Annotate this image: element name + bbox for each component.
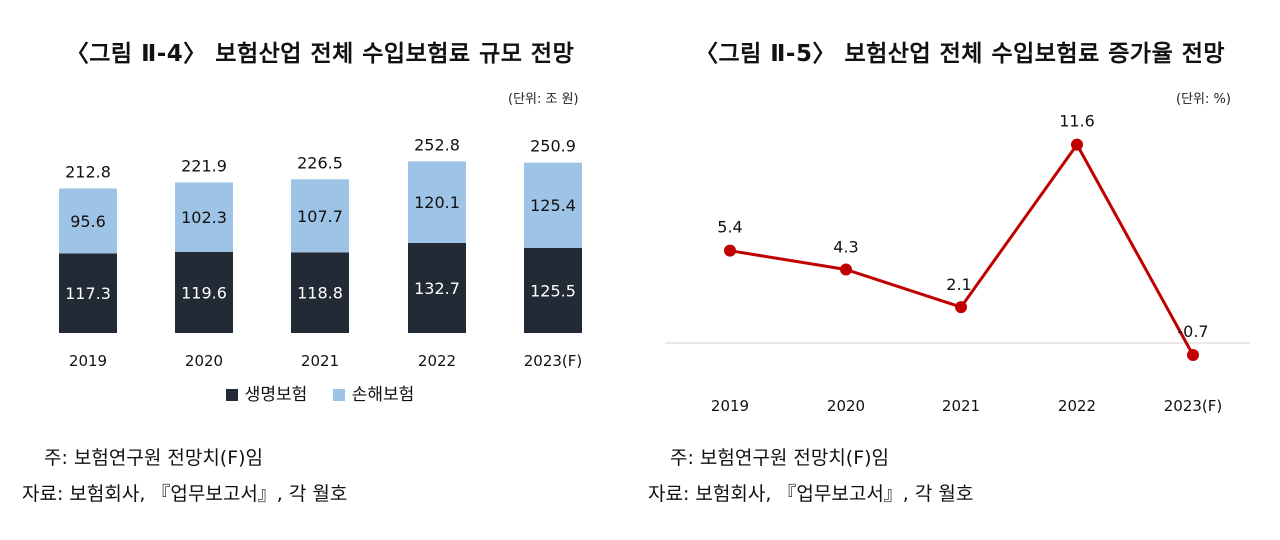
- data-label: 4.3: [833, 237, 858, 256]
- unit-label: (단위: 조 원): [508, 92, 579, 107]
- bar-segment-nonlife: [408, 161, 466, 243]
- legend-label-nonlife: 손해보험: [351, 385, 415, 405]
- bar-segment-life: [175, 251, 233, 333]
- legend-swatch-life: [225, 389, 238, 401]
- bar-chart: 117.3 95.6 212.8 2019 119.6 102.3 221.9 2020 118…: [59, 135, 583, 370]
- bar-segment-nonlife: [175, 182, 233, 252]
- data-label-life: 132.7: [414, 279, 460, 298]
- source-text: 자료: 보험회사, 『업무보고서』, 각 월호: [648, 483, 974, 505]
- data-point: [1187, 348, 1199, 361]
- note-text: 주: 보험연구원 전망치(F)임: [44, 447, 264, 469]
- data-point: [955, 301, 967, 314]
- note-text: 주: 보험연구원 전망치(F)임: [670, 447, 890, 469]
- data-point: [1071, 138, 1083, 151]
- data-label-life: 119.6: [181, 283, 227, 302]
- data-label-total: 226.5: [297, 153, 343, 172]
- chart-title: 〈그림 Ⅱ-5〉 보험산업 전체 수입보험료 증가율 전망: [694, 41, 1226, 67]
- data-label-total: 252.8: [414, 135, 460, 154]
- data-label-life: 117.3: [65, 284, 111, 303]
- data-label: -0.7: [1177, 322, 1208, 341]
- legend-item-nonlife: 손해보험: [332, 380, 415, 405]
- notes: 주: 보험연구원 전망치(F)임 자료: 보험회사, 『업무보고서』, 각 월호: [22, 440, 347, 512]
- bar-segment-life: [408, 242, 466, 333]
- x-tick-label: 2022: [1058, 397, 1096, 415]
- unit-label: (단위: %): [1176, 92, 1231, 107]
- stacked-bar-panel: 〈그림 Ⅱ-4〉 보험산업 전체 수입보험료 규모 전망 (단위: 조 원) 1…: [0, 41, 640, 512]
- data-label-nonlife: 107.7: [297, 207, 343, 226]
- data-label-total: 250.9: [530, 137, 576, 156]
- legend-item-life: 생명보험: [225, 380, 308, 405]
- x-tick-label: 2021: [301, 352, 339, 370]
- bar-segment-nonlife: [524, 162, 582, 248]
- bar-segment-nonlife: [291, 179, 349, 253]
- x-tick-label: 2020: [827, 397, 865, 415]
- data-label: 5.4: [717, 218, 742, 237]
- x-tick-label: 2023(F): [1164, 397, 1223, 415]
- legend: 생명보험 손해보험: [0, 380, 640, 405]
- data-label-nonlife: 125.4: [530, 196, 576, 215]
- bar-segment-life: [59, 253, 117, 333]
- legend-swatch-nonlife: [332, 389, 345, 401]
- x-tick-label: 2022: [418, 352, 456, 370]
- x-tick-label: 2020: [185, 352, 223, 370]
- x-tick-label: 2019: [711, 397, 749, 415]
- data-label: 11.6: [1059, 112, 1095, 131]
- data-label-total: 212.8: [65, 162, 111, 181]
- data-label-nonlife: 95.6: [70, 212, 106, 231]
- line-chart-panel: 〈그림 Ⅱ-5〉 보험산업 전체 수입보험료 증가율 전망 (단위: %) 5.…: [640, 0, 1280, 540]
- bar-segment-life: [524, 247, 582, 333]
- chart-title: 〈그림 Ⅱ-4〉 보험산업 전체 수입보험료 규모 전망: [65, 41, 575, 67]
- x-tick-label: 2023(F): [524, 352, 583, 370]
- source-text: 자료: 보험회사, 『업무보고서』, 각 월호: [22, 483, 348, 505]
- bar-segment-life: [291, 252, 349, 333]
- legend-label-life: 생명보험: [244, 385, 308, 405]
- data-label-total: 221.9: [181, 156, 227, 175]
- data-label-life: 118.8: [297, 284, 343, 303]
- line-chart: 5.4 2019 4.3 2020 2.1 2021 11.6 2022 -0.7 2023(F): [665, 112, 1250, 415]
- x-tick-label: 2021: [942, 397, 980, 415]
- data-label-life: 125.5: [530, 281, 576, 300]
- notes: 주: 보험연구원 전망치(F)임 자료: 보험회사, 『업무보고서』, 각 월호: [648, 440, 973, 512]
- bar-segment-nonlife: [59, 188, 117, 254]
- x-tick-label: 2019: [69, 352, 107, 370]
- data-label: 2.1: [946, 275, 971, 294]
- data-point: [840, 263, 852, 276]
- data-point: [724, 244, 736, 257]
- data-label-nonlife: 102.3: [181, 208, 227, 227]
- data-label-nonlife: 120.1: [414, 193, 460, 212]
- series-line: [729, 143, 1195, 356]
